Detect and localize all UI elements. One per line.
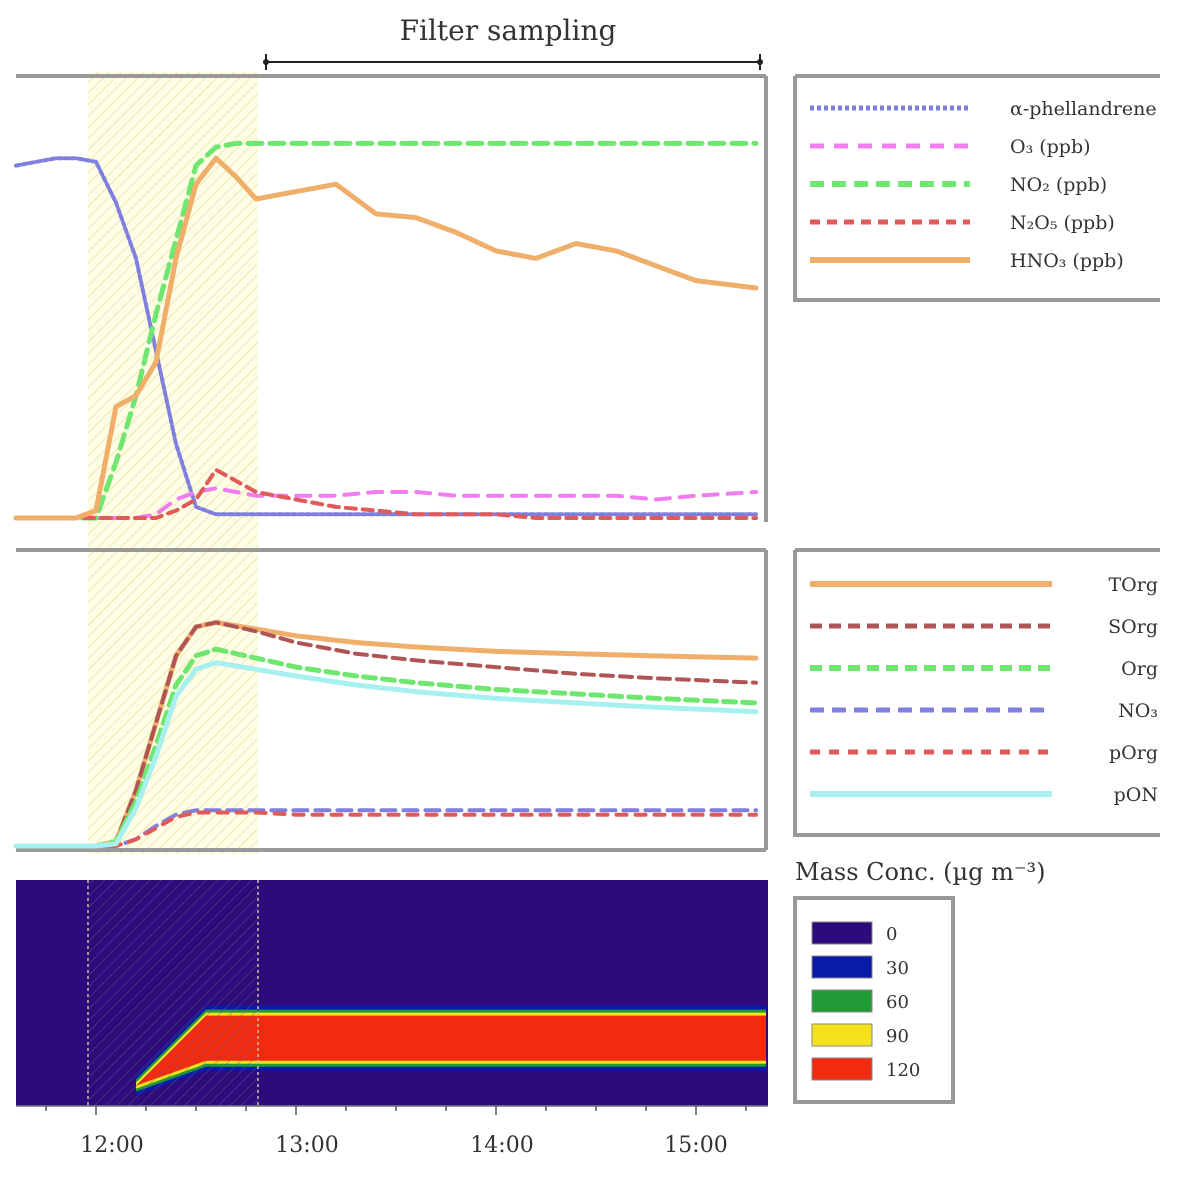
contour-highlight [88,880,258,1106]
x-tick-label: 13:00 [275,1133,338,1158]
panel-mass-contour [16,880,768,1106]
legend-mass: 0 30 60 90 120 [793,896,955,1104]
series-line [14,156,758,517]
legend-label: SOrg [1108,616,1158,638]
x-tick-label: 12:00 [80,1133,143,1158]
legend-label: TOrg [1109,574,1159,596]
legend-label: pON [1114,784,1158,806]
legend-label: NO₃ [1118,700,1158,722]
colorbar-swatch [811,1023,873,1047]
series-line [13,140,759,521]
x-axis [16,1105,768,1115]
colorbar-label: 120 [886,1060,920,1081]
legend-label: N₂O₅ (ppb) [1010,212,1115,234]
colorbar-label: 0 [886,924,897,945]
legend-label: HNO₃ (ppb) [1010,250,1124,272]
colorbar-swatch [811,921,873,945]
contour-level [136,1015,766,1086]
series-line [14,467,758,520]
panel-aerosol-plot [13,619,759,849]
panel-gases-frame [16,74,768,522]
colorbar-label: 90 [886,1026,909,1047]
x-tick-labels: 12:00 13:00 14:00 15:00 [80,1133,727,1158]
legend-gases: α-phellandrene O₃ (ppb) NO₂ (ppb) N₂O₅ (ppb… [793,74,1160,302]
contour-band [136,1005,766,1096]
legend-label: pOrg [1109,742,1158,764]
panel-gases-plot [13,140,759,521]
colorbar-swatch [811,955,873,979]
colorbar-label: 30 [886,958,909,979]
figure-title: Filter sampling [400,14,617,47]
colorbar-swatch [811,1057,873,1081]
legend-label: NO₂ (ppb) [1010,174,1107,196]
series-line [13,660,759,849]
legend-aerosol: TOrg SOrg Org NO₃ pOrg pON [793,548,1160,837]
series-line [13,155,759,521]
legend-label: Org [1121,658,1158,680]
x-tick-label: 15:00 [664,1133,727,1158]
x-tick-label: 14:00 [470,1133,533,1158]
colorbar-label: 60 [886,992,909,1013]
legend-label: α-phellandrene [1010,98,1157,120]
legend-label: O₃ (ppb) [1010,136,1091,158]
sampling-bar [263,54,763,70]
colorbar-swatch [811,989,873,1013]
colorbar-title: Mass Conc. (µg m⁻³) [795,858,1045,886]
panel-aerosol-frame [16,548,768,852]
